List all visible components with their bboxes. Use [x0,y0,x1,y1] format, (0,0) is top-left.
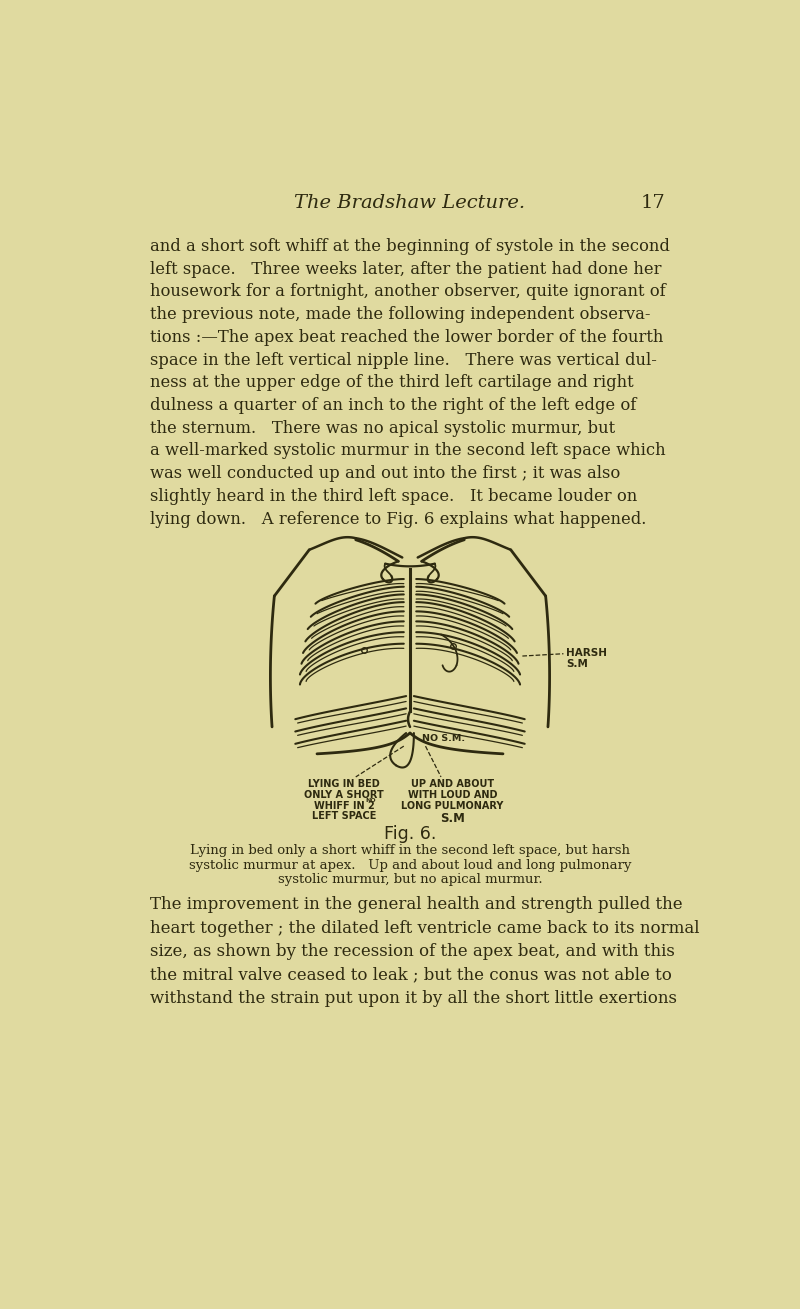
Text: Lying in bed only a short whiff in the second left space, but harsh: Lying in bed only a short whiff in the s… [190,844,630,857]
Text: left space.   Three weeks later, after the patient had done her: left space. Three weeks later, after the… [150,260,662,278]
Text: The Bradshaw Lecture.: The Bradshaw Lecture. [294,194,526,212]
Text: LYING IN BED: LYING IN BED [308,779,380,789]
Text: ONLY A SHORT: ONLY A SHORT [304,791,384,800]
Text: 17: 17 [641,194,666,212]
Text: a well-marked systolic murmur in the second left space which: a well-marked systolic murmur in the sec… [150,442,666,459]
Text: LEFT SPACE: LEFT SPACE [312,810,376,821]
Text: UP AND ABOUT: UP AND ABOUT [411,779,494,789]
Text: systolic murmur, but no apical murmur.: systolic murmur, but no apical murmur. [278,873,542,886]
Text: heart together ; the dilated left ventricle came back to its normal: heart together ; the dilated left ventri… [150,920,700,937]
Text: WITH LOUD AND: WITH LOUD AND [408,791,498,800]
Text: ness at the upper edge of the third left cartilage and right: ness at the upper edge of the third left… [150,374,634,391]
Text: and a short soft whiff at the beginning of systole in the second: and a short soft whiff at the beginning … [150,238,670,255]
Text: S.M: S.M [440,812,465,825]
Text: the mitral valve ceased to leak ; but the conus was not able to: the mitral valve ceased to leak ; but th… [150,967,672,984]
Text: the sternum.   There was no apical systolic murmur, but: the sternum. There was no apical systoli… [150,420,615,437]
Text: NO S.M.: NO S.M. [422,734,465,744]
Text: S.M: S.M [566,660,588,669]
Text: lying down.   A reference to Fig. 6 explains what happened.: lying down. A reference to Fig. 6 explai… [150,511,646,528]
Text: NO: NO [365,798,376,804]
Text: the previous note, made the following independent observa-: the previous note, made the following in… [150,306,651,323]
Text: The improvement in the general health and strength pulled the: The improvement in the general health an… [150,897,683,914]
Text: withstand the strain put upon it by all the short little exertions: withstand the strain put upon it by all … [150,990,678,1007]
Text: space in the left vertical nipple line.   There was vertical dul-: space in the left vertical nipple line. … [150,352,658,369]
Text: tions :—The apex beat reached the lower border of the fourth: tions :—The apex beat reached the lower … [150,329,664,346]
Text: HARSH: HARSH [566,648,606,658]
Text: housework for a fortnight, another observer, quite ignorant of: housework for a fortnight, another obser… [150,283,666,300]
Text: slightly heard in the third left space.   It became louder on: slightly heard in the third left space. … [150,488,638,505]
Text: size, as shown by the recession of the apex beat, and with this: size, as shown by the recession of the a… [150,944,675,961]
Text: WHIFF IN 2: WHIFF IN 2 [314,801,374,810]
Text: LONG PULMONARY: LONG PULMONARY [402,801,504,810]
Text: Fig. 6.: Fig. 6. [384,826,436,843]
Text: was well conducted up and out into the first ; it was also: was well conducted up and out into the f… [150,465,621,482]
Text: dulness a quarter of an inch to the right of the left edge of: dulness a quarter of an inch to the righ… [150,397,637,414]
Text: systolic murmur at apex.   Up and about loud and long pulmonary: systolic murmur at apex. Up and about lo… [189,859,631,872]
